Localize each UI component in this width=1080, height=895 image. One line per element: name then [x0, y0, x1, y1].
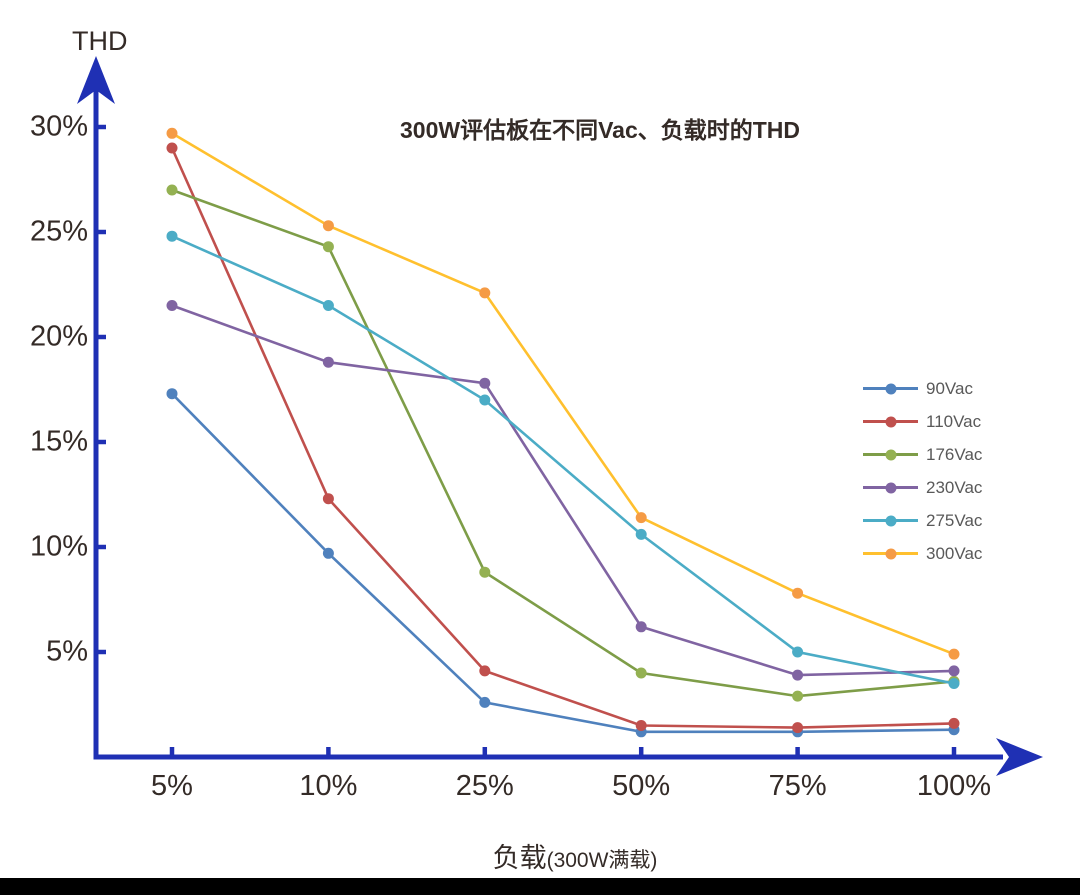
- legend-item-90vac: 90Vac: [863, 372, 982, 405]
- x-tick-label: 10%: [299, 770, 358, 802]
- legend-line-marker: [863, 416, 918, 427]
- data-point-110vac: [166, 142, 178, 154]
- y-tick-label: 10%: [29, 530, 88, 563]
- data-point-176vac: [792, 690, 804, 702]
- legend-label: 300Vac: [926, 544, 983, 563]
- data-point-110vac: [792, 722, 804, 734]
- x-tick-label: 5%: [151, 770, 193, 802]
- legend-dot-icon: [885, 548, 896, 559]
- legend-label: 176Vac: [926, 445, 983, 464]
- legend-label: 90Vac: [926, 379, 973, 398]
- x-tick-label: 100%: [916, 770, 992, 802]
- legend-line-marker: [863, 383, 918, 394]
- data-point-300vac: [166, 127, 178, 139]
- legend-line-marker: [863, 515, 918, 526]
- data-point-230vac: [635, 621, 647, 633]
- data-point-176vac: [635, 667, 647, 679]
- data-point-300vac: [479, 287, 491, 299]
- data-point-275vac: [635, 528, 647, 540]
- legend-item-300vac: 300Vac: [863, 537, 982, 570]
- x-tick-label: 75%: [768, 770, 827, 802]
- data-point-230vac: [948, 665, 960, 677]
- data-point-230vac: [166, 300, 178, 311]
- y-tick-label: 20%: [29, 320, 88, 353]
- y-axis-label: THD: [72, 26, 128, 56]
- data-point-176vac: [166, 184, 178, 196]
- legend-label: 110Vac: [926, 412, 982, 431]
- y-tick-label: 30%: [29, 110, 88, 143]
- legend-label: 230Vac: [926, 478, 983, 497]
- y-tick-label: 15%: [29, 425, 88, 458]
- data-point-110vac: [635, 720, 647, 731]
- data-point-176vac: [322, 241, 334, 253]
- data-point-275vac: [948, 678, 960, 689]
- y-axis-arrow-icon: [77, 56, 115, 104]
- legend-line-marker: [863, 449, 918, 460]
- data-point-275vac: [792, 646, 804, 658]
- series-line-176vac: [171, 188, 955, 698]
- chart-title: 300W评估板在不同Vac、负载时的THD: [399, 117, 801, 143]
- data-point-300vac: [635, 512, 647, 524]
- data-point-230vac: [322, 356, 334, 368]
- y-tick-label: 25%: [29, 215, 88, 248]
- x-axis-title-note: (300W满载): [546, 849, 658, 872]
- data-point-90vac: [479, 696, 491, 708]
- legend-label: 275Vac: [926, 511, 983, 530]
- data-point-300vac: [792, 587, 804, 599]
- legend: 90Vac 110Vac 176Vac 230Vac 275Vac 300Vac: [863, 372, 982, 570]
- data-point-275vac: [322, 300, 334, 311]
- series-line-300vac: [171, 132, 955, 656]
- series-line-90vac: [171, 392, 955, 734]
- legend-item-275vac: 275Vac: [863, 504, 982, 537]
- legend-dot-icon: [885, 515, 896, 526]
- data-point-230vac: [479, 377, 491, 389]
- x-axis-title-main: 负载: [492, 843, 547, 873]
- data-point-90vac: [322, 547, 334, 559]
- legend-item-176vac: 176Vac: [863, 438, 982, 471]
- legend-dot-icon: [885, 416, 896, 427]
- x-tick-label: 50%: [612, 770, 671, 802]
- data-point-110vac: [479, 665, 491, 677]
- legend-dot-icon: [885, 383, 896, 394]
- legend-dot-icon: [885, 449, 896, 460]
- legend-line-marker: [863, 548, 918, 559]
- data-point-90vac: [166, 388, 178, 400]
- data-point-110vac: [322, 493, 334, 505]
- legend-dot-icon: [885, 482, 896, 493]
- x-tick-label: 25%: [455, 770, 514, 802]
- x-axis-arrow-icon: [996, 738, 1043, 776]
- y-tick-label: 5%: [46, 635, 88, 668]
- series-line-230vac: [171, 304, 955, 677]
- data-point-300vac: [948, 648, 960, 660]
- data-point-110vac: [948, 717, 960, 729]
- data-point-275vac: [479, 394, 491, 406]
- legend-line-marker: [863, 482, 918, 493]
- legend-item-230vac: 230Vac: [863, 471, 982, 504]
- data-point-275vac: [166, 230, 178, 242]
- data-point-300vac: [322, 220, 334, 232]
- legend-item-110vac: 110Vac: [863, 405, 982, 438]
- data-point-230vac: [792, 669, 804, 681]
- series-line-275vac: [171, 235, 955, 685]
- x-axis-title: 负载 (300W满载): [493, 836, 658, 875]
- data-point-176vac: [479, 566, 491, 578]
- bottom-black-bar: [0, 878, 1080, 895]
- series-line-110vac: [170, 147, 955, 729]
